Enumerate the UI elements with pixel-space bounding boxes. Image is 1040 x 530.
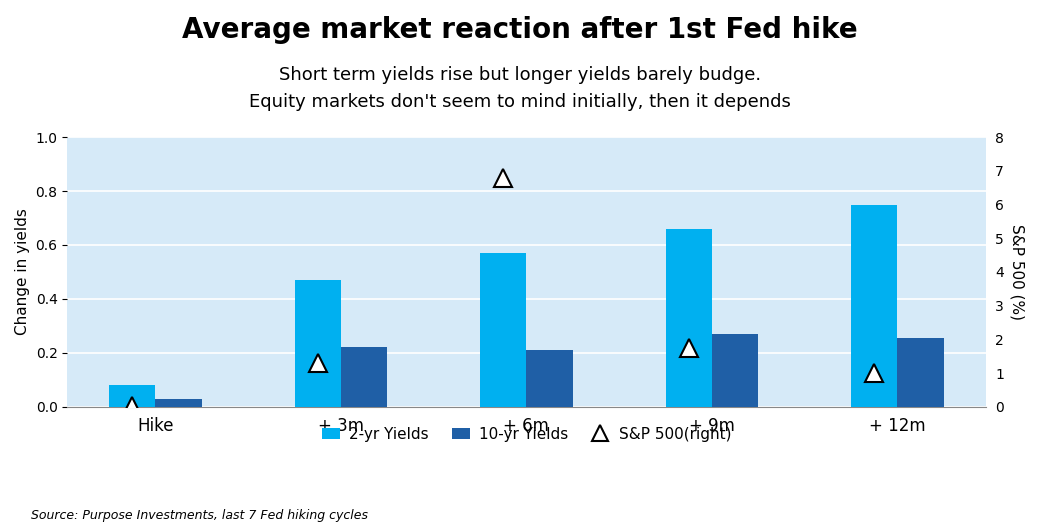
Bar	[109, 385, 155, 407]
Bar	[898, 338, 944, 407]
Y-axis label: Change in yields: Change in yields	[15, 208, 30, 335]
Text: Short term yields rise but longer yields barely budge.: Short term yields rise but longer yields…	[279, 66, 761, 84]
Bar	[294, 280, 341, 407]
Text: Average market reaction after 1st Fed hike: Average market reaction after 1st Fed hi…	[182, 16, 858, 44]
Bar	[155, 399, 202, 407]
Bar	[851, 205, 898, 407]
Bar	[666, 229, 712, 407]
Legend: 2-yr Yields, 10-yr Yields, S&P 500(right): 2-yr Yields, 10-yr Yields, S&P 500(right…	[315, 420, 737, 448]
Y-axis label: S&P 500 (%): S&P 500 (%)	[1010, 224, 1025, 320]
Text: Equity markets don't seem to mind initially, then it depends: Equity markets don't seem to mind initia…	[249, 93, 791, 111]
Bar	[712, 334, 758, 407]
Bar	[526, 350, 573, 407]
Text: Source: Purpose Investments, last 7 Fed hiking cycles: Source: Purpose Investments, last 7 Fed …	[31, 509, 368, 522]
Bar	[341, 348, 387, 407]
Bar	[480, 253, 526, 407]
